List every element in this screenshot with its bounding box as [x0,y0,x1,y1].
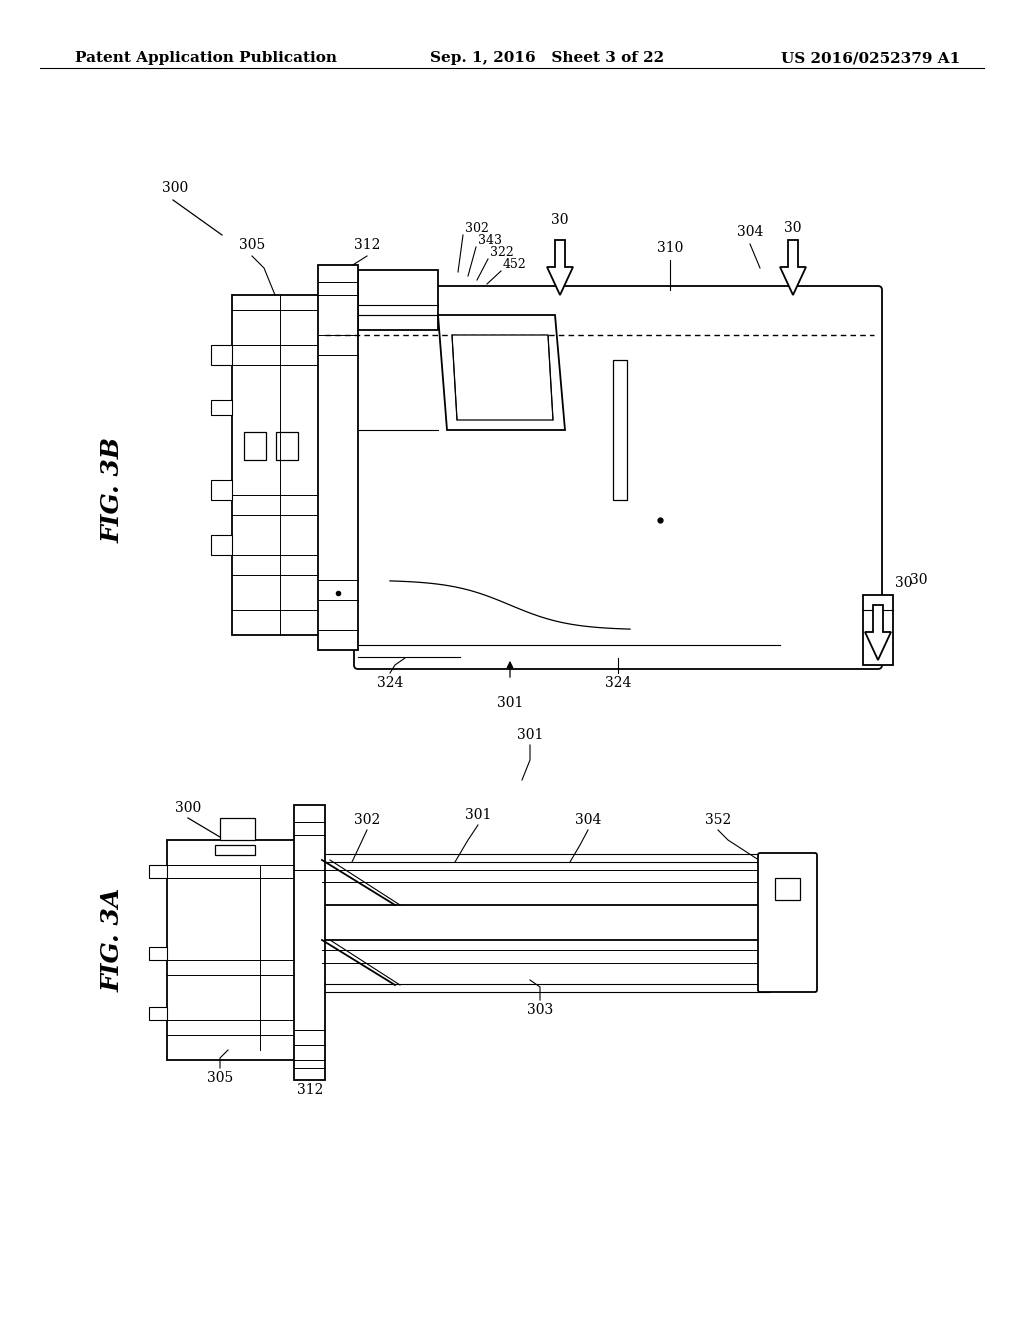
Bar [211,400,232,414]
Text: 452: 452 [503,257,526,271]
Bar [232,294,324,635]
Bar [211,535,232,554]
Text: FIG. 3A: FIG. 3A [101,888,125,993]
Polygon shape [865,605,891,660]
Text: 343: 343 [478,234,502,247]
Text: 352: 352 [705,813,731,828]
Text: 301: 301 [497,696,523,710]
Text: 300: 300 [162,181,188,195]
Bar [322,854,770,862]
Bar [613,360,627,500]
Bar [215,845,255,855]
Bar [244,432,266,459]
Bar [322,940,770,985]
Text: 305: 305 [207,1071,233,1085]
Polygon shape [547,240,573,294]
Text: 304: 304 [737,224,763,239]
Text: 30: 30 [910,573,928,587]
Text: 301: 301 [517,729,543,742]
Text: Sep. 1, 2016   Sheet 3 of 22: Sep. 1, 2016 Sheet 3 of 22 [430,51,665,65]
Text: 30: 30 [895,576,912,590]
Bar [863,595,893,665]
Text: 312: 312 [354,238,380,252]
Text: 301: 301 [465,808,492,822]
Text: 305: 305 [239,238,265,252]
Polygon shape [438,315,565,430]
Text: 30: 30 [551,213,568,227]
Text: Patent Application Publication: Patent Application Publication [75,51,337,65]
Bar [211,480,232,500]
Bar [775,878,800,900]
Text: 324: 324 [377,676,403,690]
Bar [150,946,167,960]
FancyBboxPatch shape [354,286,882,669]
Bar [322,861,770,906]
Text: 303: 303 [527,1003,553,1016]
Text: FIG. 3B: FIG. 3B [101,437,125,543]
Text: 302: 302 [465,222,488,235]
Polygon shape [780,240,806,294]
Text: 310: 310 [656,242,683,255]
Text: 312: 312 [297,1082,324,1097]
Bar [358,271,438,330]
Text: 302: 302 [354,813,380,828]
Bar [276,432,298,459]
Text: 322: 322 [490,246,514,259]
Bar [150,1007,167,1020]
Text: 30: 30 [784,220,802,235]
Bar [220,818,255,840]
Text: 300: 300 [175,801,202,814]
FancyBboxPatch shape [758,853,817,993]
Polygon shape [452,335,553,420]
Text: US 2016/0252379 A1: US 2016/0252379 A1 [780,51,961,65]
Bar [294,805,325,1080]
Bar [211,345,232,366]
Bar [150,865,167,878]
Text: 324: 324 [605,676,631,690]
Bar [322,983,770,993]
Text: 304: 304 [574,813,601,828]
Bar [167,840,295,1060]
Bar [318,265,358,649]
